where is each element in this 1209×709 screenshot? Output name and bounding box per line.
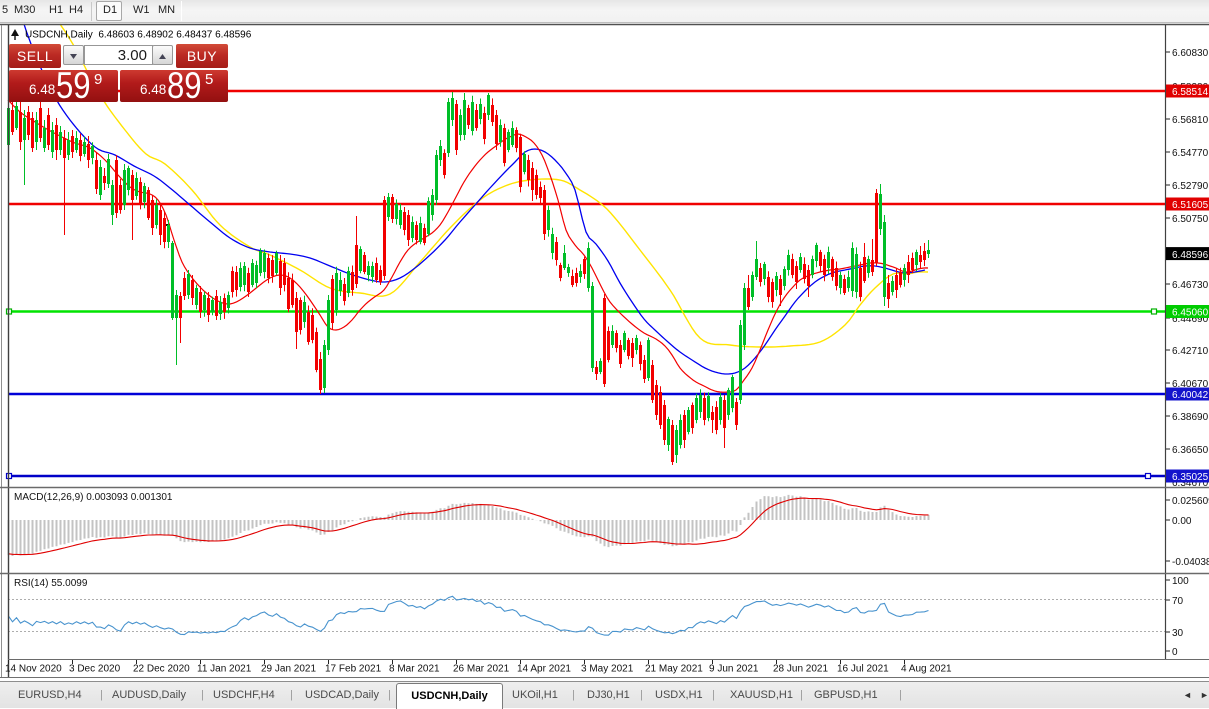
svg-text:21 May 2021: 21 May 2021	[645, 664, 703, 675]
svg-text:3 Dec 2020: 3 Dec 2020	[69, 664, 121, 675]
svg-text:8 Mar 2021: 8 Mar 2021	[389, 664, 440, 675]
svg-text:6.50750: 6.50750	[1172, 214, 1209, 225]
svg-text:RSI(14) 55.0099: RSI(14) 55.0099	[14, 578, 88, 589]
svg-text:28 Jun 2021: 28 Jun 2021	[773, 664, 828, 675]
svg-text:6.38690: 6.38690	[1172, 412, 1209, 423]
svg-text:0.025609: 0.025609	[1172, 496, 1209, 507]
svg-text:6.40670: 6.40670	[1172, 379, 1209, 390]
svg-text:17 Feb 2021: 17 Feb 2021	[325, 664, 382, 675]
svg-text:6.45060: 6.45060	[1172, 308, 1209, 319]
svg-text:30: 30	[1172, 628, 1184, 639]
svg-text:70: 70	[1172, 596, 1184, 607]
svg-text:11 Jan 2021: 11 Jan 2021	[197, 664, 252, 675]
svg-text:4 Aug 2021: 4 Aug 2021	[901, 664, 952, 675]
svg-text:6.60830: 6.60830	[1172, 48, 1209, 59]
svg-text:USDCNH,Daily 6.48603 6.48902: USDCNH,Daily 6.48603 6.48902 6.48437 6.4…	[25, 30, 252, 41]
svg-text:6.51605: 6.51605	[1172, 200, 1209, 211]
svg-text:6.42710: 6.42710	[1172, 346, 1209, 357]
svg-text:6.52790: 6.52790	[1172, 181, 1209, 192]
svg-text:6.40042: 6.40042	[1172, 390, 1209, 401]
svg-text:14 Nov 2020: 14 Nov 2020	[5, 664, 62, 675]
svg-text:3 May 2021: 3 May 2021	[581, 664, 634, 675]
svg-text:MACD(12,26,9) 0.003093 0.00130: MACD(12,26,9) 0.003093 0.001301	[14, 492, 173, 503]
svg-text:14 Apr 2021: 14 Apr 2021	[517, 664, 571, 675]
svg-text:0.00: 0.00	[1172, 516, 1192, 527]
svg-text:100: 100	[1172, 576, 1189, 587]
svg-text:6.36650: 6.36650	[1172, 445, 1209, 456]
svg-text:9 Jun 2021: 9 Jun 2021	[709, 664, 759, 675]
svg-text:6.54770: 6.54770	[1172, 148, 1209, 159]
svg-text:6.46730: 6.46730	[1172, 280, 1209, 291]
svg-text:6.48596: 6.48596	[1172, 250, 1209, 261]
svg-text:29 Jan 2021: 29 Jan 2021	[261, 664, 316, 675]
svg-text:0: 0	[1172, 647, 1178, 658]
svg-text:6.34670: 6.34670	[1172, 478, 1209, 489]
svg-text:16 Jul 2021: 16 Jul 2021	[837, 664, 889, 675]
svg-text:6.44690: 6.44690	[1172, 314, 1209, 325]
svg-text:6.56810: 6.56810	[1172, 115, 1209, 126]
svg-text:22 Dec 2020: 22 Dec 2020	[133, 664, 190, 675]
svg-text:26 Mar 2021: 26 Mar 2021	[453, 664, 510, 675]
svg-text:6.35025: 6.35025	[1172, 472, 1209, 483]
svg-text:6.58514: 6.58514	[1172, 87, 1209, 98]
svg-text:-0.04038: -0.04038	[1172, 557, 1209, 568]
